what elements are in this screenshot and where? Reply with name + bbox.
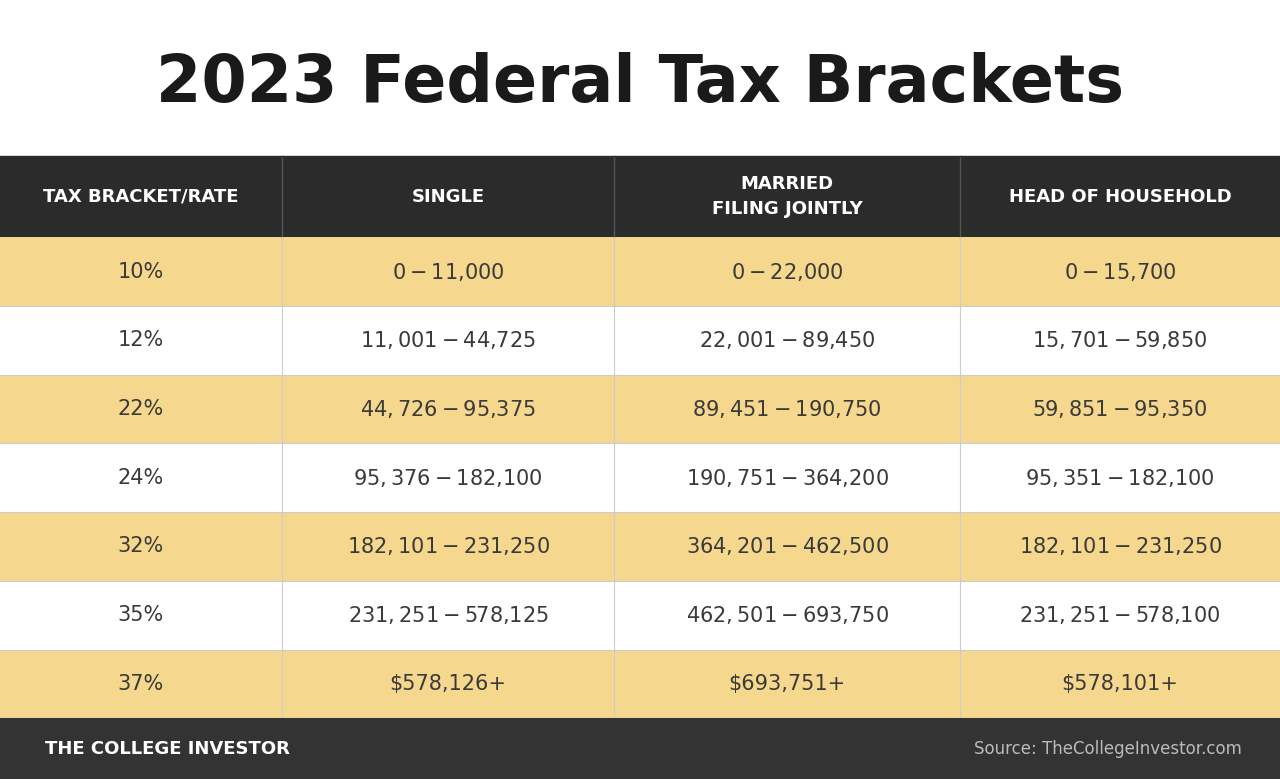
Text: $44,726 - $95,375: $44,726 - $95,375 xyxy=(360,398,536,420)
Text: $0 - $11,000: $0 - $11,000 xyxy=(392,261,504,283)
Text: $15,701 - $59,850: $15,701 - $59,850 xyxy=(1033,330,1207,351)
Text: 22%: 22% xyxy=(118,399,164,419)
Text: 12%: 12% xyxy=(118,330,164,351)
Text: $578,101+: $578,101+ xyxy=(1061,674,1179,694)
Text: THE COLLEGE INVESTOR: THE COLLEGE INVESTOR xyxy=(45,739,289,758)
Text: 10%: 10% xyxy=(118,262,164,282)
Bar xyxy=(0,238,1280,306)
Text: $231,251 - $578,125: $231,251 - $578,125 xyxy=(348,605,548,626)
Text: TAX BRACKET/RATE: TAX BRACKET/RATE xyxy=(44,188,238,206)
Text: $231,251 - $578,100: $231,251 - $578,100 xyxy=(1019,605,1221,626)
Text: $22,001 - $89,450: $22,001 - $89,450 xyxy=(699,330,876,351)
Text: $95,376 - $182,100: $95,376 - $182,100 xyxy=(353,467,543,488)
Bar xyxy=(0,306,1280,375)
Text: $578,126+: $578,126+ xyxy=(389,674,507,694)
Text: $95,351 - $182,100: $95,351 - $182,100 xyxy=(1025,467,1215,488)
Bar xyxy=(0,443,1280,512)
Bar xyxy=(0,512,1280,581)
Text: $364,201 - $462,500: $364,201 - $462,500 xyxy=(686,535,888,558)
Bar xyxy=(0,375,1280,443)
Text: $11,001 - $44,725: $11,001 - $44,725 xyxy=(360,330,536,351)
Text: $59,851 - $95,350: $59,851 - $95,350 xyxy=(1033,398,1207,420)
Text: $693,751+: $693,751+ xyxy=(728,674,846,694)
Text: $89,451 - $190,750: $89,451 - $190,750 xyxy=(692,398,882,420)
Bar xyxy=(0,650,1280,718)
Text: $0 - $15,700: $0 - $15,700 xyxy=(1064,261,1176,283)
Text: 24%: 24% xyxy=(118,468,164,488)
Text: 35%: 35% xyxy=(118,605,164,626)
Text: 2023 Federal Tax Brackets: 2023 Federal Tax Brackets xyxy=(156,52,1124,116)
Text: $182,101 - $231,250: $182,101 - $231,250 xyxy=(347,535,549,558)
Text: SINGLE: SINGLE xyxy=(411,188,485,206)
Text: $182,101 - $231,250: $182,101 - $231,250 xyxy=(1019,535,1221,558)
Bar xyxy=(0,156,1280,238)
Text: $190,751 - $364,200: $190,751 - $364,200 xyxy=(686,467,888,488)
Text: Source: TheCollegeInvestor.com: Source: TheCollegeInvestor.com xyxy=(974,739,1242,758)
Text: MARRIED
FILING JOINTLY: MARRIED FILING JOINTLY xyxy=(712,175,863,218)
Bar xyxy=(0,581,1280,650)
Text: $462,501 - $693,750: $462,501 - $693,750 xyxy=(686,605,888,626)
Text: 32%: 32% xyxy=(118,537,164,556)
Text: HEAD OF HOUSEHOLD: HEAD OF HOUSEHOLD xyxy=(1009,188,1231,206)
Text: $0 - $22,000: $0 - $22,000 xyxy=(731,261,844,283)
Text: 37%: 37% xyxy=(118,674,164,694)
